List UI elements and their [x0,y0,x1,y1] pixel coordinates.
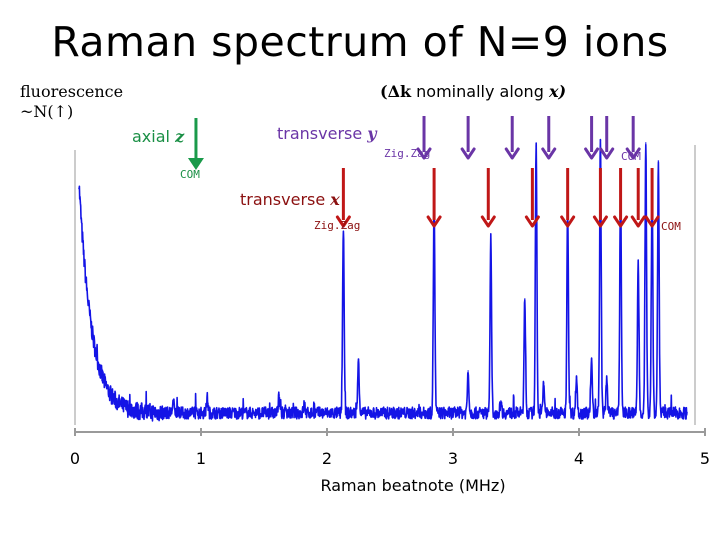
transverse-x-text: transverse [240,190,331,209]
transverse-y-arrow-head [599,147,615,160]
transverse-y-arrow [584,116,600,160]
transverse-x-arrow [644,168,660,228]
transverse-x-label: transverse x [240,190,340,209]
spectrum-peak-point [357,358,360,360]
transverse-y-arrow [599,116,615,160]
transverse-x-arrow-head [630,215,646,228]
transverse-y-arrow-head [416,147,432,160]
x-tick-label: 0 [70,449,80,468]
plot-frame [74,145,696,425]
spectrum-peak-point [278,394,280,396]
dk-prefix: (Δk [380,82,412,101]
transverse-y-arrow-head [541,147,557,160]
x-tick-label: 2 [322,449,332,468]
spectrum-peak-point [644,142,647,144]
transverse-x-arrow [480,168,496,228]
spectrum-peak-point [206,397,209,399]
transverse-y-arrow-head [584,147,600,160]
transverse-y-text: transverse [277,124,368,143]
transverse-x-arrow [524,168,540,228]
arrow-group [187,116,660,228]
axial-z-arrow-head [187,158,204,170]
fluorescence-label-line1: fluorescence [20,82,124,101]
transverse-y-label: transverse y [277,124,377,143]
x-tick-label: 3 [448,449,458,468]
transverse-y-arrow [541,116,557,160]
spectrum-peak-point [172,400,175,402]
spectrum-peak-point [524,298,526,300]
transverse-x-arrow-head [613,215,629,228]
spectrum-peak-point [542,382,545,384]
transverse-x-arrow [630,168,646,228]
transverse-x-com-label: COM [661,220,681,233]
spectrum-peak-point [605,376,608,378]
axial-z-text: axial [132,127,176,146]
x-tick-label: 5 [700,449,710,468]
dk-axis-var: x) [548,82,567,101]
spectrum-peak-point [303,403,306,405]
transverse-y-arrow [625,116,641,160]
x-tick-label: 1 [196,449,206,468]
transverse-x-arrow-head [480,215,496,228]
transverse-x-arrow-head [335,215,351,228]
transverse-y-var: y [367,124,377,143]
x-axis-label: Raman beatnote (MHz) [320,476,505,495]
axial-z-label: axial z [132,127,184,146]
axial-z-arrow [187,118,204,170]
spectrum-peak-point [599,139,602,141]
fluorescence-label: fluorescence ~N(↑) [20,82,123,122]
dk-annotation: (Δk nominally along x) [380,82,566,101]
transverse-y-com-label: COM [621,150,641,163]
spectrum-peak-point [657,160,660,162]
spectrum-peak-point [490,238,492,240]
transverse-x-arrow-head [592,215,608,228]
spectrum-peak-point [467,370,469,372]
spectrum-peak-point [238,412,240,414]
fluorescence-label-line2: ~N(↑) [20,102,74,121]
dk-text: nominally along [411,82,549,101]
spectrum-peak-point [535,145,537,147]
spectrum-peak-point [590,358,593,360]
transverse-x-arrow [592,168,608,228]
transverse-y-zigzag-label: Zig.Zag [384,147,431,160]
transverse-y-arrow [416,116,432,160]
transverse-x-arrow [560,168,576,228]
transverse-x-arrow-head [560,215,576,228]
transverse-x-zigzag-label: Zig.Zag [314,219,361,232]
transverse-y-arrow [460,116,476,160]
axial-z-var: z [175,127,185,146]
transverse-y-arrow-head [504,147,520,160]
transverse-x-arrow-head [426,215,442,228]
transverse-x-arrow [613,168,629,228]
spectrum-peak-point [637,259,640,261]
transverse-x-arrow-head [524,215,540,228]
transverse-x-arrow [335,168,351,228]
transverse-x-arrow [426,168,442,228]
transverse-x-arrow-head [644,215,660,228]
spectrum-peak-point [575,376,578,378]
transverse-y-arrow-head [625,147,641,160]
axial-com-label: COM [180,168,200,181]
transverse-y-arrow [504,116,520,160]
x-tick-label: 4 [574,449,584,468]
spectrum-line [78,138,688,422]
chart-title: Raman spectrum of N=9 ions [51,18,669,66]
transverse-x-var: x [330,190,340,209]
spectrum-trace-group [78,138,688,422]
transverse-y-arrow-head [460,147,476,160]
x-axis: 0 1 2 3 4 5 Raman beatnote (MHz) [70,428,710,495]
spectrum-peak-point [500,400,502,402]
